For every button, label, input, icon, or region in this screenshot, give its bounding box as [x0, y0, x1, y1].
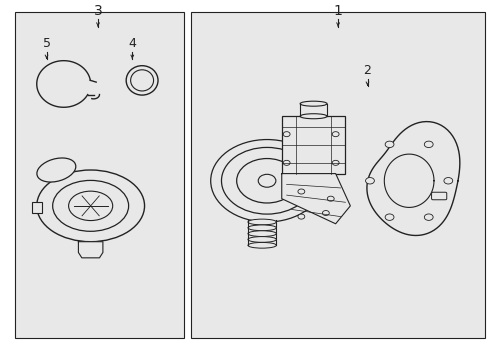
Circle shape — [424, 141, 433, 148]
Polygon shape — [384, 154, 434, 207]
Ellipse shape — [300, 114, 327, 119]
Polygon shape — [367, 122, 460, 235]
Text: 3: 3 — [94, 4, 102, 18]
Ellipse shape — [248, 242, 276, 248]
Circle shape — [385, 214, 394, 220]
Ellipse shape — [248, 237, 276, 242]
Circle shape — [444, 177, 453, 184]
Circle shape — [211, 140, 323, 222]
Circle shape — [237, 158, 297, 203]
Circle shape — [283, 160, 290, 165]
Ellipse shape — [69, 191, 113, 221]
Circle shape — [258, 174, 276, 187]
Circle shape — [283, 132, 290, 137]
Text: 5: 5 — [43, 37, 50, 50]
Ellipse shape — [37, 170, 145, 242]
Bar — [191, 12, 485, 338]
Ellipse shape — [126, 66, 158, 95]
Bar — [15, 12, 184, 338]
Circle shape — [322, 211, 329, 216]
Text: 4: 4 — [128, 37, 136, 50]
Ellipse shape — [248, 225, 276, 231]
FancyBboxPatch shape — [282, 116, 345, 174]
Circle shape — [298, 189, 305, 194]
Circle shape — [298, 214, 305, 219]
Ellipse shape — [37, 158, 76, 182]
Polygon shape — [78, 242, 103, 258]
Circle shape — [221, 148, 313, 214]
Ellipse shape — [53, 180, 128, 231]
Ellipse shape — [248, 231, 276, 237]
Circle shape — [327, 196, 334, 201]
Polygon shape — [282, 174, 350, 224]
FancyBboxPatch shape — [432, 192, 447, 200]
Text: 2: 2 — [364, 64, 371, 77]
Circle shape — [424, 214, 433, 220]
FancyBboxPatch shape — [32, 202, 42, 213]
Ellipse shape — [300, 101, 327, 106]
Ellipse shape — [248, 219, 276, 225]
Circle shape — [385, 141, 394, 148]
Ellipse shape — [131, 70, 153, 91]
Circle shape — [332, 132, 339, 137]
Text: 1: 1 — [334, 4, 343, 18]
Circle shape — [332, 160, 339, 165]
Circle shape — [366, 177, 374, 184]
